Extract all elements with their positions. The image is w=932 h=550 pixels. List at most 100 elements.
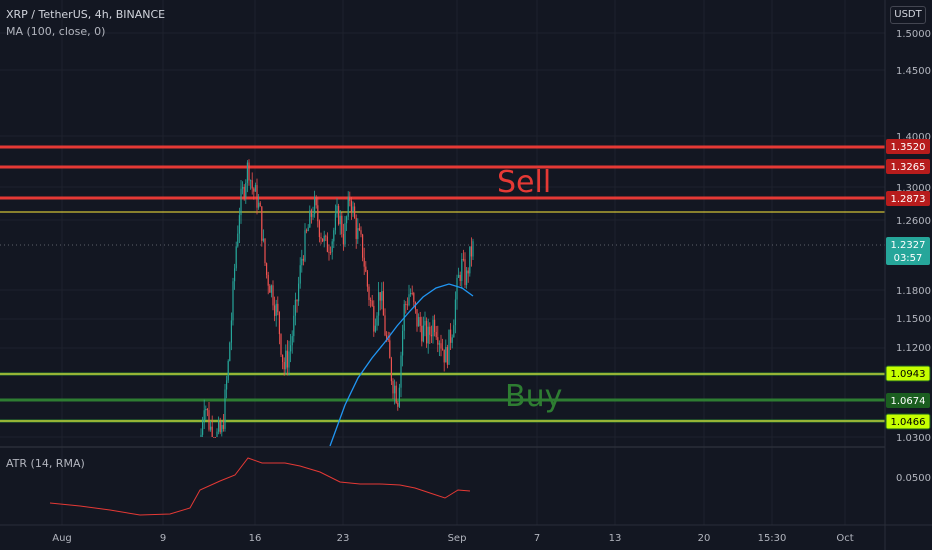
candle-body [421,325,423,342]
price-axis[interactable]: 1.5000 1.4500 1.4000 1.3000 1.2600 1.180… [896,29,931,484]
candle-body [270,285,272,293]
price-tick: 1.4000 [896,132,931,143]
candle-body [210,426,212,430]
candle-body [218,421,220,432]
candle-body [398,387,400,407]
level-label-1-3520: 1.3520 [891,142,926,153]
candle-body [235,246,237,269]
candle-body [354,206,356,219]
ma-indicator-legend[interactable]: MA (100, close, 0) [6,25,106,38]
time-tick: 7 [534,533,540,544]
candle-body [352,206,354,212]
atr-line [49,457,471,516]
candle-body [448,329,450,365]
candle-body [469,246,471,274]
currency-label[interactable]: USDT [890,6,926,24]
time-tick: Aug [52,533,72,544]
candle-body [419,317,421,326]
candle-body [472,241,474,257]
atr-indicator-legend[interactable]: ATR (14, RMA) [6,457,85,470]
candle-body [274,305,276,316]
candle-body [427,326,429,344]
candle-body [254,185,256,192]
level-label-bg [885,413,931,430]
candle-body [333,230,335,242]
candle-body [246,162,248,183]
candle-body [459,274,461,281]
bar-countdown: 03:57 [894,253,923,264]
candle-body [219,421,221,433]
candle-body [462,259,464,260]
candle-body [411,292,413,294]
candle-body [314,197,316,214]
candle-body [242,187,244,189]
candle-body [424,320,426,326]
candle-body [267,274,269,286]
candle-body [365,266,367,272]
candle-body [234,268,236,282]
candle-body [326,236,328,252]
time-tick: 15:30 [758,533,787,544]
candle-body [422,325,424,342]
sell-annotation[interactable]: Sell [497,165,551,200]
time-tick: Sep [448,533,467,544]
candle-body [458,274,460,278]
candle-body [402,330,404,356]
candle-body [429,326,431,335]
candle-body [301,258,303,266]
candle-body [378,292,380,316]
candle-body [277,303,279,313]
buy-annotation[interactable]: Buy [505,379,562,414]
candle-body [347,197,349,217]
candle-body [349,197,351,201]
candle-body [288,351,290,368]
candle-body [253,188,255,192]
time-axis[interactable]: Aug 9 16 23 Sep 7 13 20 15:30 Oct [52,533,853,544]
candle-body [278,312,280,335]
level-label-1-0466: 1.0466 [891,417,926,428]
candle-body [261,206,263,241]
candle-body [386,335,388,339]
candle-body [258,202,260,208]
candle-body [264,238,266,264]
candle-body [379,292,381,301]
candle-body [416,309,418,327]
last-price-label: 1.2327 [891,240,926,251]
candle-body [338,205,340,225]
candle-body [330,251,332,253]
candle-body [256,185,258,208]
candle-body [336,205,338,214]
level-label-bg [885,365,931,382]
candle-body [237,233,239,247]
candle-body [227,360,229,381]
candle-body [442,348,444,350]
candle-body [318,221,320,238]
price-tick: 1.1500 [896,314,931,325]
candle-body [362,234,364,258]
candle-body [390,358,392,382]
candle-body [298,283,300,302]
candle-body [317,205,319,222]
candle-body [334,213,336,231]
horizontal-levels[interactable] [0,145,885,423]
candle-body [323,235,325,242]
grid-lines [0,0,885,525]
price-tick: 1.2600 [896,216,931,227]
candle-body [206,408,208,411]
candle-body [467,270,469,274]
candle-body [344,223,346,245]
candle-body [238,215,240,234]
symbol-title[interactable]: XRP / TetherUS, 4h, BINANCE [6,8,166,21]
candle-body [394,385,396,394]
candle-body [224,389,226,429]
candle-body [437,337,439,345]
candle-body [213,437,215,438]
candle-body [418,317,420,327]
time-tick: 16 [249,533,262,544]
candle-body [342,233,344,245]
candle-body [360,230,362,235]
candle-body [426,320,428,344]
candles [200,159,474,438]
level-label-1-3265: 1.3265 [891,162,926,173]
